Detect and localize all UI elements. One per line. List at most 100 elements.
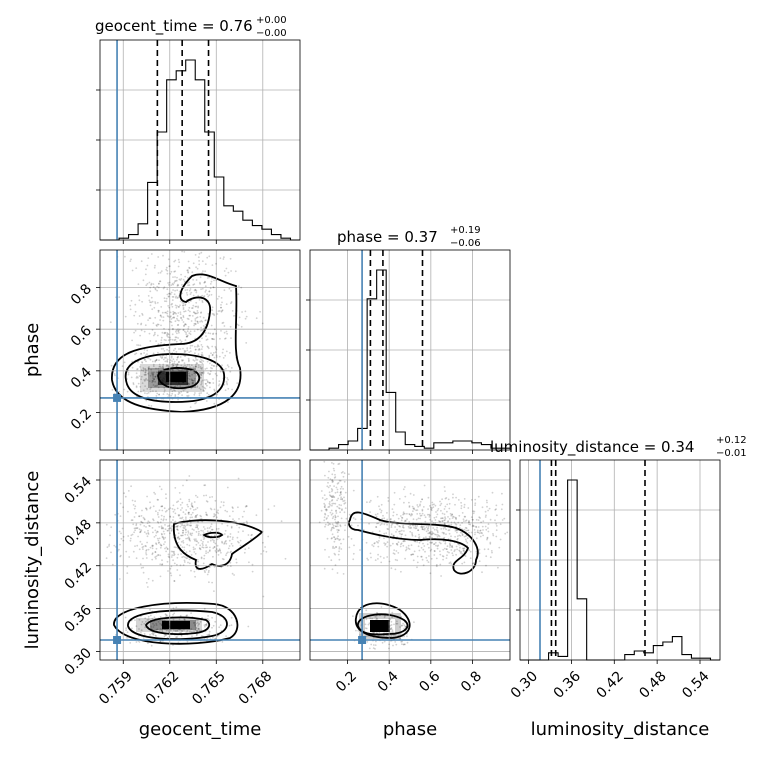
sample-point — [145, 507, 147, 510]
sample-point — [177, 541, 179, 544]
sample-point — [155, 510, 157, 513]
sample-point — [154, 264, 156, 267]
sample-point — [142, 557, 144, 560]
sample-point — [449, 546, 451, 548]
sample-point — [337, 520, 339, 523]
sample-point — [188, 498, 191, 501]
sample-point — [395, 622, 398, 625]
sample-point — [177, 355, 180, 358]
sample-point — [185, 331, 187, 334]
sample-point — [148, 404, 150, 407]
sample-point — [199, 329, 202, 332]
sample-point — [374, 644, 377, 646]
sample-point — [421, 523, 423, 526]
sample-point — [163, 350, 166, 352]
sample-point — [414, 540, 417, 543]
sample-point — [186, 299, 189, 301]
sample-point — [182, 308, 185, 311]
sample-point — [343, 472, 346, 475]
sample-point — [492, 533, 494, 535]
sample-point — [265, 550, 268, 553]
sample-point — [196, 633, 198, 636]
sample-point — [400, 633, 403, 636]
sample-point — [193, 330, 196, 332]
sample-point — [225, 380, 228, 383]
sample-point — [205, 544, 208, 547]
sample-point — [438, 535, 441, 538]
sample-point — [150, 253, 153, 255]
sample-point — [384, 542, 387, 545]
sample-point — [187, 309, 190, 312]
sample-point — [331, 479, 334, 481]
sample-point — [158, 283, 160, 285]
sample-point — [110, 551, 112, 554]
sample-point — [171, 621, 174, 624]
sample-point — [225, 267, 228, 270]
sample-point — [187, 382, 189, 385]
sample-point — [208, 633, 210, 636]
sample-point — [244, 317, 247, 320]
sample-point — [192, 278, 195, 281]
sample-point — [182, 534, 184, 537]
sample-point — [161, 536, 164, 538]
sample-point — [501, 492, 503, 495]
sample-point — [175, 295, 178, 298]
sample-point — [201, 345, 204, 348]
sample-point — [485, 499, 488, 502]
sample-point — [461, 562, 464, 565]
sample-point — [135, 377, 138, 379]
sample-point — [140, 322, 143, 325]
sample-point — [172, 296, 175, 298]
sample-point — [146, 392, 149, 395]
sample-point — [171, 343, 174, 346]
sample-point — [224, 540, 227, 543]
sample-point — [396, 544, 399, 546]
sample-point — [465, 519, 468, 522]
sample-point — [146, 522, 149, 524]
sample-point — [159, 356, 162, 358]
sample-point — [201, 359, 203, 362]
sample-point — [479, 535, 482, 538]
sample-point — [190, 569, 192, 572]
sample-point — [219, 368, 222, 370]
sample-point — [413, 508, 416, 511]
sample-point — [165, 373, 167, 376]
sample-point — [221, 322, 224, 324]
sample-point — [163, 628, 166, 631]
sample-point — [186, 625, 189, 627]
sample-point — [135, 386, 138, 389]
sample-point — [476, 529, 479, 532]
sample-point — [226, 332, 229, 335]
sample-point — [230, 301, 233, 303]
sample-point — [143, 373, 146, 376]
sample-point — [213, 515, 216, 517]
sample-point — [164, 510, 167, 513]
sample-point — [187, 513, 190, 516]
sample-point — [227, 378, 229, 381]
sample-point — [165, 354, 168, 357]
sample-point — [213, 565, 216, 568]
sample-point — [207, 534, 210, 537]
sample-point — [235, 561, 238, 564]
sample-point — [236, 536, 239, 539]
sample-point — [187, 260, 190, 263]
sample-point — [425, 530, 428, 533]
sample-point — [454, 503, 456, 506]
sample-point — [404, 625, 407, 628]
sample-point — [143, 633, 146, 635]
sample-point — [143, 517, 146, 520]
sample-point — [188, 475, 191, 477]
sample-point — [138, 515, 140, 518]
sample-point — [148, 317, 151, 320]
sample-point — [422, 564, 425, 567]
sample-point — [161, 505, 164, 508]
sample-point — [167, 570, 169, 572]
sample-point — [177, 329, 180, 332]
sample-point — [208, 356, 211, 359]
sample-point — [451, 513, 454, 516]
sample-point — [166, 288, 169, 291]
sample-point — [185, 531, 187, 534]
sample-point — [200, 344, 203, 346]
sample-point — [330, 559, 333, 562]
sample-point — [185, 614, 188, 617]
